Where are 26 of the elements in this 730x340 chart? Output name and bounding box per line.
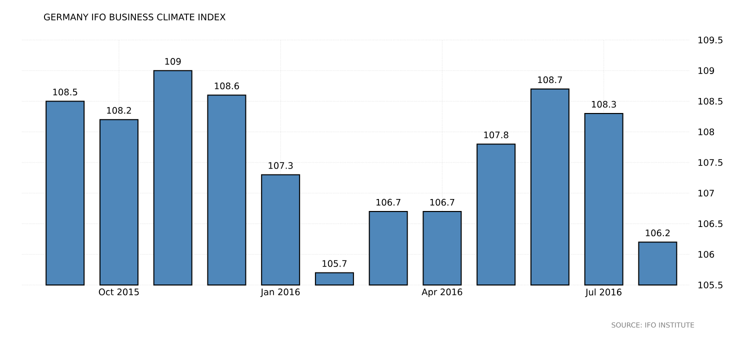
data-label: 106.2 (646, 230, 670, 236)
y-tick-label: 108 (698, 128, 714, 136)
data-label: 106.7 (376, 198, 400, 206)
data-label: 107.3 (268, 162, 293, 169)
chart-title: GERMANY IFO BUSINESS CLIMATE INDEX (44, 14, 226, 20)
x-tick-label: Jul 2016 (585, 288, 622, 298)
data-label: 107.8 (484, 132, 508, 138)
y-tick-label: 109.5 (698, 36, 722, 44)
y-tick-label: 109 (698, 67, 714, 74)
x-tick-label: Jan 2016 (260, 288, 300, 297)
y-tick-label: 108.5 (698, 98, 722, 105)
x-tick-label: Apr 2016 (422, 288, 462, 298)
data-label: 106.7 (430, 198, 454, 206)
y-tick-label: 106 (698, 250, 714, 258)
y-tick-label: 105.5 (698, 282, 722, 288)
y-tick-label: 107.5 (698, 159, 722, 166)
data-label: 108.3 (592, 100, 616, 108)
y-tick-label: 107 (698, 190, 714, 197)
x-tick-label: Oct 2015 (98, 288, 139, 296)
data-label: 109 (165, 58, 181, 65)
y-tick-label: 106.5 (698, 220, 722, 228)
data-label: 108.7 (538, 76, 562, 84)
data-label: 105.7 (322, 260, 347, 267)
data-label: 108.5 (53, 88, 78, 96)
data-label: 108.2 (107, 107, 131, 114)
data-label: 108.6 (214, 82, 239, 90)
